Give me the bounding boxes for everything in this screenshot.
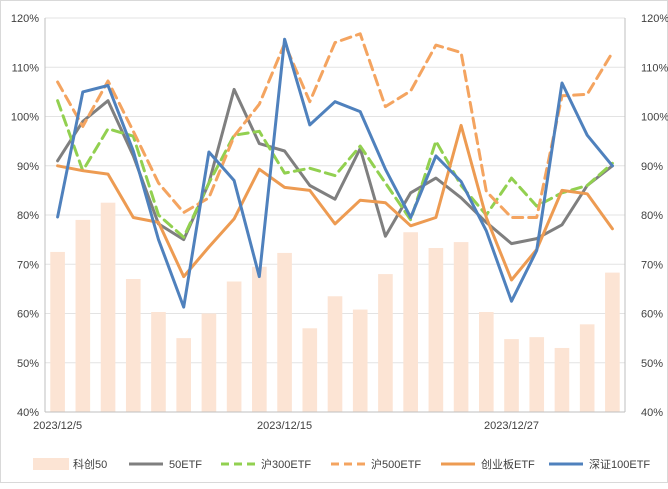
bar xyxy=(378,274,393,412)
bar xyxy=(100,202,116,412)
series-line xyxy=(56,123,614,282)
bar xyxy=(478,312,494,412)
bar xyxy=(605,272,620,412)
y-tick-label-right: 70% xyxy=(641,259,663,271)
bar xyxy=(201,313,217,412)
y-tick-label-right: 100% xyxy=(641,112,668,124)
legend-label: 深证100ETF xyxy=(589,458,650,471)
y-tick-label-left: 100% xyxy=(11,112,39,124)
bar xyxy=(504,339,519,412)
y-tick-label-left: 60% xyxy=(17,309,39,321)
series-line xyxy=(56,37,614,309)
bar xyxy=(277,252,292,412)
legend: 科创50 50ETF 沪300ETF 沪500ETF 创业板ETF 深证100ETF xyxy=(33,457,650,471)
y-tick-label-right: 60% xyxy=(641,309,663,321)
bar xyxy=(579,324,595,412)
bar xyxy=(176,338,192,412)
bar xyxy=(327,296,343,412)
bar xyxy=(403,232,418,412)
x-tick-label: 2023/12/5 xyxy=(33,420,82,432)
bar xyxy=(529,337,545,412)
y-tick-label-left: 120% xyxy=(11,13,39,25)
series-line xyxy=(56,87,614,246)
y-tick-label-left: 90% xyxy=(17,161,39,173)
y-tick-label-left: 70% xyxy=(17,259,39,271)
y-tick-label-left: 110% xyxy=(12,62,40,74)
bar xyxy=(554,347,570,412)
bar xyxy=(453,242,469,412)
bar xyxy=(50,251,65,412)
bar xyxy=(302,328,318,412)
bar xyxy=(151,312,166,412)
legend-label: 沪300ETF xyxy=(261,457,311,471)
bar xyxy=(352,309,368,412)
y-tick-label-right: 80% xyxy=(641,210,663,222)
y-tick-label-right: 120% xyxy=(641,13,668,25)
y-tick-label-right: 50% xyxy=(641,358,663,370)
bar xyxy=(226,281,242,412)
line-series xyxy=(56,32,614,309)
axes: 40% 40% 50% 50% 60% 60% 70% 70% 80% 80% 90% 90% 100%… xyxy=(11,13,668,432)
series-line xyxy=(56,32,614,219)
y-tick-label-left: 40% xyxy=(17,407,39,419)
y-tick-label-right: 90% xyxy=(641,161,663,173)
y-tick-label-left: 50% xyxy=(17,358,39,370)
y-tick-label-left: 80% xyxy=(17,210,39,222)
legend-label: 50ETF xyxy=(169,459,202,471)
bar xyxy=(428,247,444,412)
y-tick-label-right: 40% xyxy=(641,407,663,419)
legend-label: 沪500ETF xyxy=(371,457,421,471)
legend-swatch xyxy=(33,458,69,470)
y-tick-label-right: 110% xyxy=(641,62,668,74)
bar xyxy=(75,219,91,412)
series-line xyxy=(56,99,614,239)
bar xyxy=(252,266,267,412)
legend-label: 创业板ETF xyxy=(481,457,535,471)
bar-series xyxy=(50,202,620,412)
x-tick-label: 2023/12/27 xyxy=(484,420,539,432)
bar xyxy=(125,279,141,412)
x-tick-label: 2023/12/15 xyxy=(257,420,312,432)
legend-label: 科创50 xyxy=(73,457,107,471)
